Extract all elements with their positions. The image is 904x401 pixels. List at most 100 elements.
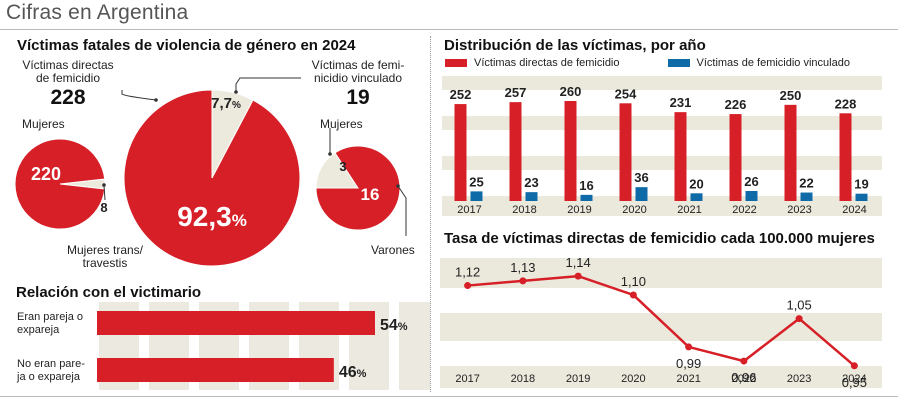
leader-men-dot bbox=[396, 184, 400, 188]
bar-linked bbox=[855, 193, 868, 201]
victims-title: Víctimas fatales de violencia de género … bbox=[17, 37, 356, 54]
x-tick-label: 2019 bbox=[566, 373, 590, 385]
x-tick-label: 2018 bbox=[512, 204, 536, 216]
legend: Víctimas directas de femicidio Víctimas … bbox=[445, 57, 850, 69]
bar-direct bbox=[674, 112, 687, 201]
relation-value-unit: % bbox=[357, 368, 367, 380]
x-tick-label: 2022 bbox=[732, 373, 756, 385]
bar-linked-label: 23 bbox=[524, 175, 538, 190]
distribution-chart: 2522520172572320182601620192543620202312… bbox=[442, 76, 882, 216]
x-tick-label: 2017 bbox=[457, 204, 481, 216]
band bbox=[440, 313, 882, 341]
bar-direct-label: 260 bbox=[560, 84, 582, 99]
rate-label: 0,96 bbox=[731, 370, 756, 385]
band bbox=[440, 258, 882, 288]
bar-linked bbox=[525, 192, 538, 201]
pie-slice-left-women bbox=[14, 138, 106, 230]
big-pct-label: 92,3% bbox=[177, 201, 247, 232]
bar-direct-label: 226 bbox=[725, 97, 747, 112]
section-divider bbox=[430, 36, 431, 392]
pie-slice-direct bbox=[123, 89, 301, 267]
small-pct-label: 7,7% bbox=[211, 95, 241, 112]
rate-point bbox=[795, 315, 803, 323]
victims-pies: 92,3% 7,7% 220 8 3 16 bbox=[14, 77, 407, 267]
rate-label: 1,14 bbox=[565, 255, 590, 270]
relation-title: Relación con el victimario bbox=[16, 284, 202, 301]
rate-point bbox=[850, 362, 858, 370]
relation-value: 46% bbox=[339, 364, 367, 381]
relation-label-line1: Eran pareja o bbox=[17, 311, 83, 323]
direct-total: 228 bbox=[50, 86, 86, 109]
leader-direct-dot bbox=[154, 98, 158, 102]
bar-linked bbox=[470, 191, 483, 201]
bar-direct bbox=[509, 102, 522, 201]
bar-direct-label: 250 bbox=[780, 88, 802, 103]
relation-value: 54% bbox=[380, 317, 408, 334]
rate-chart: 1,12 2017 1,13 2018 1,14 2019 1,10 2020 0,99 2021… bbox=[440, 255, 882, 390]
leader-right-women-dot bbox=[328, 152, 332, 156]
band bbox=[442, 116, 882, 130]
relation-bar bbox=[97, 358, 334, 382]
trans-label: Mujeres trans/ travestis bbox=[60, 244, 150, 270]
right-men-value: 16 bbox=[361, 185, 380, 204]
x-tick-label: 2020 bbox=[622, 204, 646, 216]
left-women-label: Mujeres bbox=[22, 117, 65, 131]
bar-linked-label: 22 bbox=[799, 176, 813, 191]
x-tick-label: 2024 bbox=[842, 204, 866, 216]
rate-point bbox=[685, 343, 693, 351]
bar-linked-label: 25 bbox=[469, 174, 483, 189]
rate-point bbox=[464, 282, 472, 290]
bar-linked-label: 20 bbox=[689, 176, 703, 191]
men-label: Varones bbox=[371, 243, 415, 257]
legend-linked-swatch bbox=[667, 59, 690, 67]
leader-men bbox=[397, 185, 407, 236]
bar-direct-label: 228 bbox=[835, 96, 857, 111]
bar-linked-label: 36 bbox=[634, 170, 648, 185]
band bbox=[442, 156, 882, 170]
bar-linked-label: 19 bbox=[854, 177, 868, 192]
footer-divider bbox=[0, 396, 898, 397]
x-tick-label: 2022 bbox=[732, 204, 756, 216]
bar-direct bbox=[454, 104, 467, 201]
bar-direct-label: 257 bbox=[505, 85, 527, 100]
x-axis-strip bbox=[440, 366, 882, 388]
legend-direct-swatch bbox=[445, 59, 467, 67]
relation-label-line1: No eran pare- bbox=[17, 358, 85, 370]
direct-label-line2: de femicidio bbox=[35, 71, 101, 85]
x-tick-label: 2017 bbox=[455, 373, 479, 385]
x-tick-label: 2021 bbox=[676, 373, 700, 385]
pie-slice-men bbox=[315, 145, 401, 231]
direct-label: Víctimas directas de femicidio bbox=[14, 59, 122, 85]
rate-point bbox=[519, 277, 527, 285]
leader-linked bbox=[235, 77, 301, 92]
bar-linked bbox=[635, 187, 648, 201]
right-women-label: Mujeres bbox=[320, 117, 363, 131]
bar-direct bbox=[839, 113, 852, 201]
x-tick-label: 2023 bbox=[787, 204, 811, 216]
trans-label-line2: travestis bbox=[82, 256, 128, 270]
rate-line bbox=[467, 274, 856, 367]
x-tick-label: 2023 bbox=[787, 373, 811, 385]
bar-direct-label: 252 bbox=[450, 87, 472, 102]
rate-label: 1,05 bbox=[786, 298, 811, 313]
relation-label-line2: expareja bbox=[17, 324, 60, 336]
bar-direct-label: 231 bbox=[670, 95, 692, 110]
distribution-title: Distribución de las víctimas, por año bbox=[444, 37, 706, 54]
x-tick-label: 2018 bbox=[511, 373, 535, 385]
bar-direct bbox=[729, 114, 742, 201]
x-tick-label: 2021 bbox=[677, 204, 701, 216]
bar-direct bbox=[564, 101, 577, 201]
bar-direct bbox=[784, 104, 797, 201]
x-tick-label: 2019 bbox=[567, 204, 591, 216]
bar-direct-label: 254 bbox=[615, 86, 637, 101]
bar-linked bbox=[580, 194, 593, 201]
left-women-value: 220 bbox=[31, 164, 61, 184]
relation-value-unit: % bbox=[398, 321, 408, 333]
rate-label: 1,13 bbox=[510, 260, 535, 275]
left-trans-value: 8 bbox=[100, 200, 107, 215]
relation-label-line2: ja o expareja bbox=[16, 371, 81, 383]
linked-label-line2: nicidio vinculado bbox=[313, 71, 403, 85]
bar-linked bbox=[690, 193, 703, 201]
trans-label-line1: Mujeres trans/ bbox=[66, 243, 144, 257]
